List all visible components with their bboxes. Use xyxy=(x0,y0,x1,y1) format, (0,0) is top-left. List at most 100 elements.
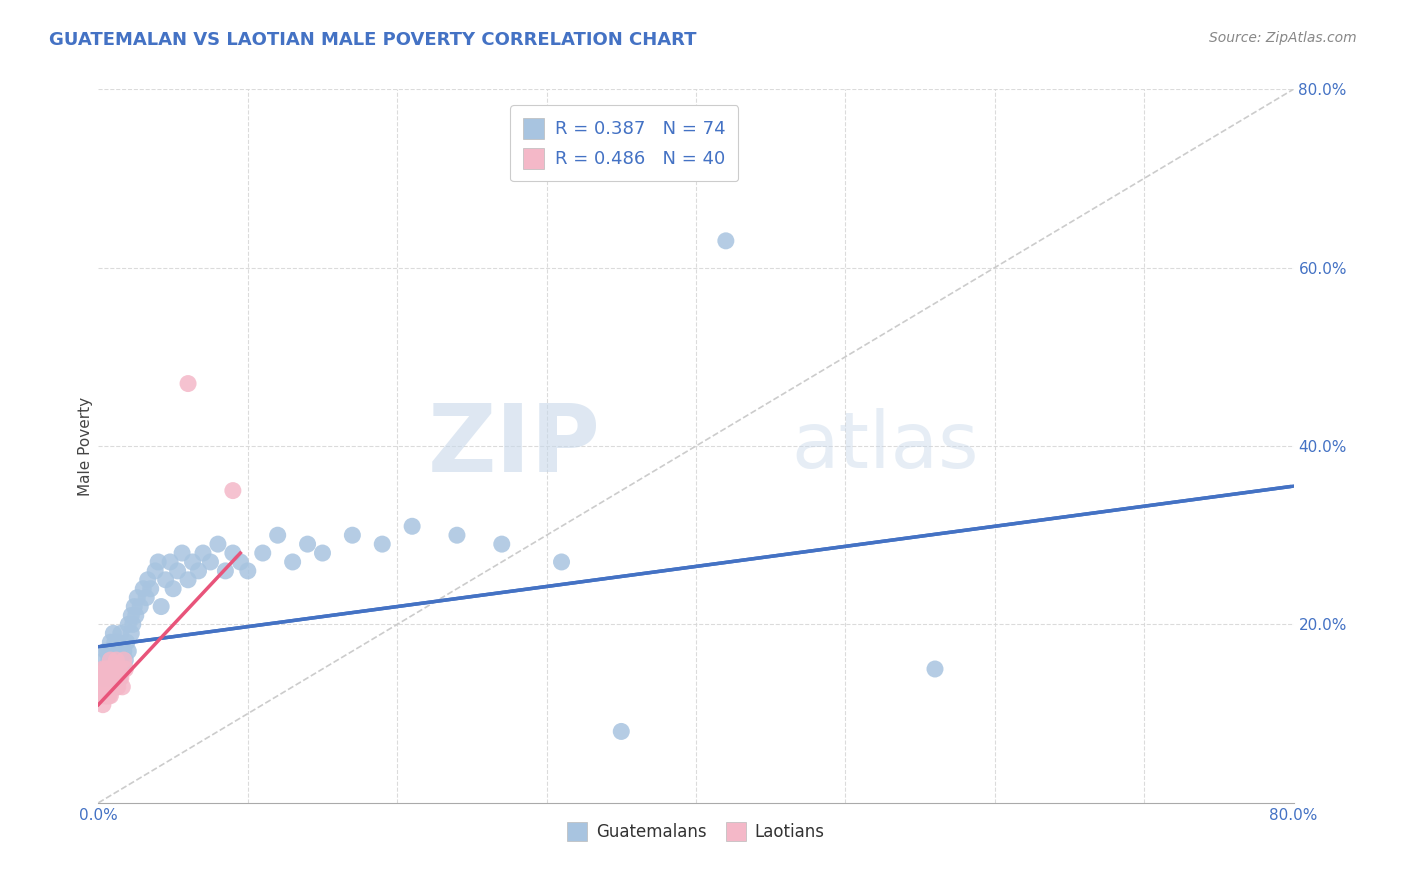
Point xyxy=(187,564,209,578)
Point xyxy=(96,644,118,658)
Point xyxy=(91,680,114,694)
Point xyxy=(97,653,120,667)
Point xyxy=(97,689,120,703)
Point xyxy=(162,582,184,596)
Text: atlas: atlas xyxy=(792,408,979,484)
Point xyxy=(107,653,129,667)
Point xyxy=(104,662,127,676)
Point xyxy=(121,617,143,632)
Text: ZIP: ZIP xyxy=(427,400,600,492)
Point xyxy=(115,635,138,649)
Point xyxy=(491,537,513,551)
Point xyxy=(93,671,115,685)
Point xyxy=(104,653,127,667)
Point xyxy=(97,662,120,676)
Point xyxy=(139,582,162,596)
Point xyxy=(94,671,117,685)
Point xyxy=(91,698,114,712)
Point xyxy=(96,680,118,694)
Point xyxy=(91,662,114,676)
Point xyxy=(98,671,122,685)
Point xyxy=(132,582,155,596)
Legend: Guatemalans, Laotians: Guatemalans, Laotians xyxy=(561,815,831,848)
Point xyxy=(101,662,124,676)
Text: Source: ZipAtlas.com: Source: ZipAtlas.com xyxy=(1209,31,1357,45)
Point xyxy=(150,599,173,614)
Point xyxy=(117,617,139,632)
Point xyxy=(112,653,135,667)
Point xyxy=(97,680,120,694)
Point xyxy=(114,653,136,667)
Point xyxy=(342,528,364,542)
Point xyxy=(135,591,157,605)
Point xyxy=(105,680,128,694)
Point xyxy=(110,626,132,640)
Point xyxy=(103,626,125,640)
Point xyxy=(103,644,125,658)
Point xyxy=(110,653,132,667)
Point xyxy=(446,528,468,542)
Text: GUATEMALAN VS LAOTIAN MALE POVERTY CORRELATION CHART: GUATEMALAN VS LAOTIAN MALE POVERTY CORRE… xyxy=(49,31,697,49)
Point xyxy=(108,662,131,676)
Point xyxy=(610,724,633,739)
Point xyxy=(177,573,200,587)
Point xyxy=(136,573,159,587)
Y-axis label: Male Poverty: Male Poverty xyxy=(77,396,93,496)
Point xyxy=(148,555,170,569)
Point xyxy=(105,653,128,667)
Point xyxy=(267,528,290,542)
Point xyxy=(311,546,333,560)
Point xyxy=(93,653,115,667)
Point xyxy=(281,555,304,569)
Point xyxy=(129,599,152,614)
Point xyxy=(91,671,114,685)
Point xyxy=(94,644,117,658)
Point xyxy=(94,689,117,703)
Point xyxy=(112,644,135,658)
Point xyxy=(96,662,118,676)
Point xyxy=(94,662,117,676)
Point xyxy=(89,680,111,694)
Point xyxy=(120,626,142,640)
Point xyxy=(401,519,423,533)
Point xyxy=(96,689,118,703)
Point xyxy=(114,662,136,676)
Point xyxy=(111,680,134,694)
Point xyxy=(108,671,131,685)
Point xyxy=(214,564,236,578)
Point xyxy=(101,671,124,685)
Point xyxy=(96,680,118,694)
Point xyxy=(207,537,229,551)
Point xyxy=(98,662,122,676)
Point xyxy=(97,671,120,685)
Point xyxy=(90,671,112,685)
Point xyxy=(104,671,127,685)
Point xyxy=(229,555,252,569)
Point xyxy=(143,564,166,578)
Point xyxy=(98,644,122,658)
Point xyxy=(98,689,122,703)
Point xyxy=(93,680,115,694)
Point xyxy=(127,591,149,605)
Point xyxy=(371,537,394,551)
Point xyxy=(103,671,125,685)
Point xyxy=(105,662,128,676)
Point xyxy=(191,546,214,560)
Point xyxy=(117,644,139,658)
Point xyxy=(252,546,274,560)
Point xyxy=(236,564,259,578)
Point xyxy=(125,608,148,623)
Point xyxy=(107,680,129,694)
Point xyxy=(222,546,245,560)
Point xyxy=(550,555,572,569)
Point xyxy=(98,653,122,667)
Point xyxy=(177,376,200,391)
Point xyxy=(200,555,222,569)
Point xyxy=(159,555,181,569)
Point xyxy=(94,671,117,685)
Point xyxy=(181,555,204,569)
Point xyxy=(101,653,124,667)
Point xyxy=(96,662,118,676)
Point xyxy=(103,662,125,676)
Point xyxy=(166,564,188,578)
